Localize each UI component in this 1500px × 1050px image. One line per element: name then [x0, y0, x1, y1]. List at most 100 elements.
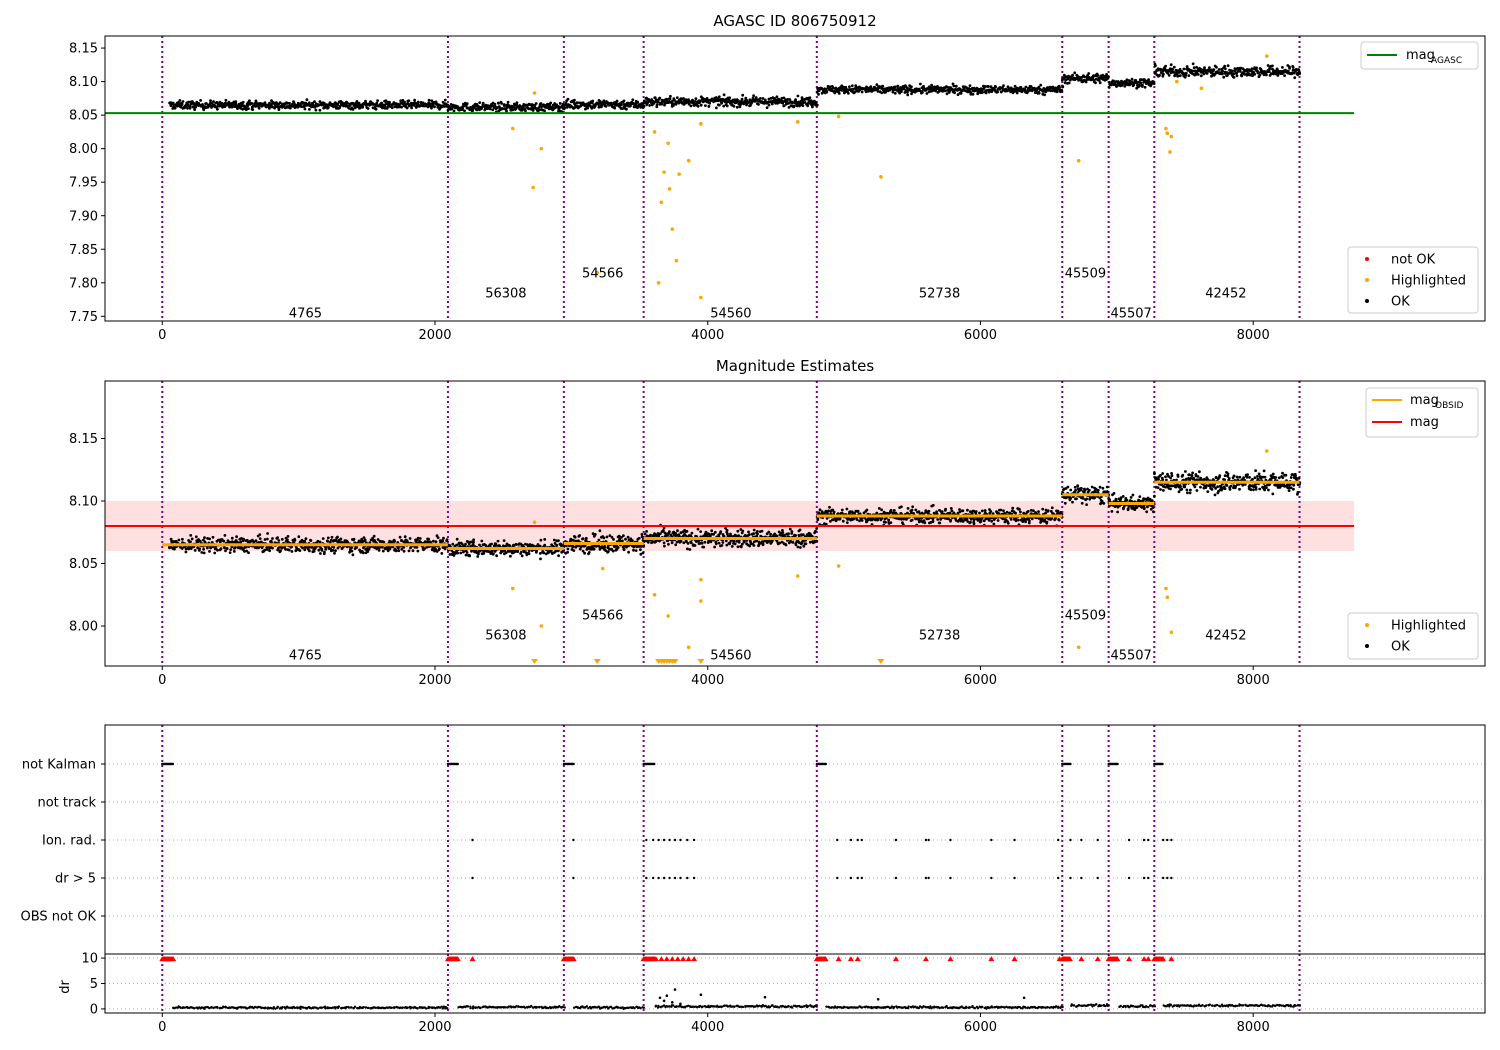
ok-point: [1069, 497, 1073, 500]
ok-point: [1131, 493, 1135, 497]
ok-point: [505, 109, 508, 113]
ok-point: [602, 536, 606, 540]
ok-point: [1024, 520, 1027, 524]
ok-point: [1236, 66, 1240, 70]
ok-point: [795, 104, 799, 108]
ok-point: [656, 532, 660, 535]
ok-point: [722, 93, 726, 97]
ok-point: [1291, 66, 1295, 69]
ok-point: [1265, 73, 1268, 77]
ok-point: [919, 82, 922, 86]
ok-point: [1028, 519, 1031, 523]
ok-point: [495, 106, 499, 110]
ok-point: [910, 508, 914, 512]
ok-point: [461, 543, 464, 546]
ok-point: [520, 554, 524, 558]
ok-point: [286, 538, 289, 542]
ok-point: [452, 109, 456, 113]
ok-point: [1177, 71, 1181, 74]
ok-point: [304, 101, 308, 105]
ok-point: [1172, 65, 1176, 69]
y-tick-label: 7.95: [69, 176, 98, 191]
ok-point: [667, 542, 670, 546]
ok-point: [931, 503, 935, 507]
ok-point: [1240, 74, 1244, 78]
highlighted-point: [662, 170, 666, 174]
ok-point: [432, 539, 435, 543]
ok-point: [1184, 71, 1188, 75]
ok-point: [658, 96, 661, 100]
ok-point: [171, 101, 175, 105]
ok-point: [591, 532, 595, 536]
ok-point: [848, 85, 851, 89]
ok-point: [617, 534, 621, 538]
ok-point: [682, 97, 685, 100]
ok-point: [631, 98, 635, 102]
ok-point: [1050, 517, 1054, 520]
ok-point: [331, 549, 335, 552]
ok-point: [199, 99, 203, 102]
ok-point: [535, 549, 538, 553]
ok-point: [1022, 511, 1026, 515]
ok-point: [953, 91, 956, 95]
ok-point: [1139, 81, 1143, 85]
ok-point: [223, 534, 227, 537]
ok-point: [1232, 72, 1236, 76]
ok-point: [350, 549, 354, 553]
ok-point: [1186, 491, 1189, 495]
ok-point: [828, 505, 831, 509]
ok-point: [314, 108, 318, 112]
ok-point: [491, 108, 495, 112]
ok-point: [781, 531, 785, 534]
ok-point: [564, 101, 568, 105]
ok-point: [351, 553, 355, 557]
ok-point: [988, 508, 991, 511]
ok-point: [571, 544, 575, 548]
ok-point: [818, 508, 822, 512]
ok-point: [947, 517, 950, 521]
ok-point: [674, 102, 678, 106]
ok-point: [1298, 72, 1301, 76]
ok-point: [1094, 487, 1098, 491]
ok-point: [662, 529, 665, 532]
ok-point: [616, 546, 620, 549]
ok-point: [987, 85, 990, 88]
ok-point: [884, 520, 887, 524]
ok-point: [983, 85, 987, 88]
ok-point: [1281, 66, 1284, 69]
ok-point: [1266, 64, 1270, 67]
ok-point: [305, 98, 309, 102]
ok-point: [724, 526, 727, 530]
ok-point: [560, 550, 564, 554]
ok-point: [756, 530, 759, 533]
ok-point: [471, 543, 475, 546]
ok-point: [1232, 76, 1236, 79]
ok-point: [565, 106, 569, 109]
ok-point: [313, 100, 316, 104]
ok-point: [600, 546, 604, 550]
ok-point: [531, 109, 535, 112]
ok-point: [1251, 74, 1255, 77]
ok-point: [952, 511, 956, 515]
ok-point: [407, 549, 411, 553]
ok-point: [732, 539, 736, 543]
ok-point: [413, 545, 417, 549]
ok-point: [197, 102, 201, 105]
ok-point: [189, 102, 193, 106]
ok-point: [334, 549, 337, 553]
ok-point: [906, 93, 910, 97]
ok-point: [663, 544, 666, 548]
ok-point: [781, 101, 785, 105]
ok-point: [847, 91, 850, 95]
ok-point: [266, 537, 269, 541]
ok-point: [193, 108, 197, 111]
ok-point: [1167, 475, 1170, 478]
ok-point: [843, 90, 847, 94]
ok-point: [1215, 65, 1218, 69]
ok-point: [971, 92, 975, 96]
panel1-agasc-magnitude-plot: 4765563085456654560527384550945507424520…: [69, 35, 1486, 343]
ok-point: [443, 547, 447, 551]
ok-point: [774, 100, 777, 104]
ok-point: [900, 90, 903, 93]
ok-point: [451, 542, 455, 546]
